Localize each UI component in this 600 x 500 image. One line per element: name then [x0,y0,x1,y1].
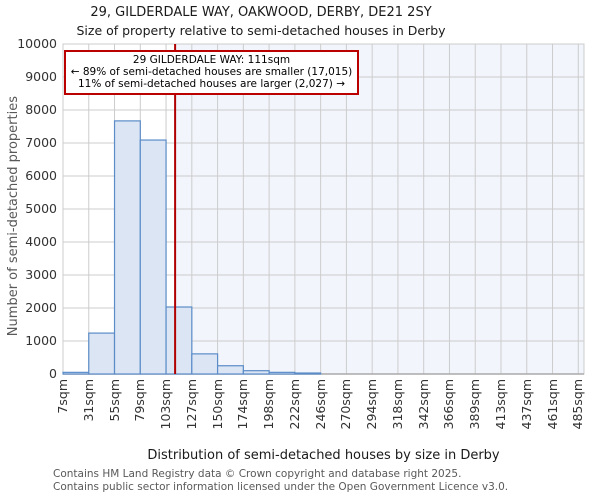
y-tick-label: 4000 [25,234,57,249]
y-tick-label: 2000 [25,300,57,315]
annotation-smaller-stat: ← 89% of semi-detached houses are smalle… [70,66,353,78]
y-tick-label: 3000 [25,267,57,282]
histogram-bar [62,371,90,375]
histogram-bar [139,139,167,375]
x-tick-label: 342sqm [415,379,431,430]
histogram-bar [216,365,244,375]
x-tick-label: 127sqm [183,379,199,430]
y-tick-label: 0 [49,366,57,381]
annotation-property-size: 29 GILDERDALE WAY: 111sqm [132,54,291,66]
property-annotation-box: 29 GILDERDALE WAY: 111sqm ← 89% of semi-… [64,50,359,95]
y-tick-label: 7000 [25,135,57,150]
x-tick-label: 270sqm [338,379,354,430]
footer-line-2: Contains public sector information licen… [53,480,509,493]
x-tick-label: 318sqm [389,379,405,430]
x-tick-label: 198sqm [261,379,277,430]
x-axis-label: Distribution of semi-detached houses by … [147,448,500,463]
x-tick-label: 174sqm [235,379,251,430]
y-tick-label: 10000 [17,36,57,51]
x-tick-label: 366sqm [441,379,457,430]
histogram-bar [113,120,141,375]
x-tick-label: 55sqm [106,379,122,422]
x-tick-label: 437sqm [518,379,534,430]
x-tick-label: 389sqm [467,379,483,430]
histogram-bar [88,332,116,375]
x-tick-label: 31sqm [80,379,96,422]
y-tick-label: 5000 [25,201,57,216]
histogram-bar [242,370,270,375]
y-tick-label: 9000 [25,69,57,84]
histogram-bar [268,371,296,375]
footer-line-1: Contains HM Land Registry data © Crown c… [53,468,462,480]
histogram-bar [165,306,193,375]
annotation-larger-stat: 11% of semi-detached houses are larger (… [77,78,345,90]
chart-subtitle: Size of property relative to semi-detach… [76,23,446,38]
x-tick-label: 246sqm [312,379,328,430]
histogram-bar [191,353,219,375]
y-tick-label: 8000 [25,102,57,117]
y-tick-label: 6000 [25,168,57,183]
x-tick-label: 294sqm [364,379,380,430]
x-tick-label: 150sqm [209,379,225,430]
x-tick-label: 79sqm [132,379,148,422]
x-tick-label: 485sqm [570,379,586,430]
chart-title: 29, GILDERDALE WAY, OAKWOOD, DERBY, DE21… [90,5,432,20]
x-tick-label: 413sqm [492,379,508,430]
attribution-footer: Contains HM Land Registry data © Crown c… [53,468,508,493]
x-tick-label: 103sqm [158,379,174,430]
x-tick-label: 222sqm [286,379,302,430]
y-tick-label: 1000 [25,333,57,348]
x-tick-label: 461sqm [544,379,560,430]
x-tick-label: 7sqm [55,379,70,414]
histogram-bar [294,372,322,375]
